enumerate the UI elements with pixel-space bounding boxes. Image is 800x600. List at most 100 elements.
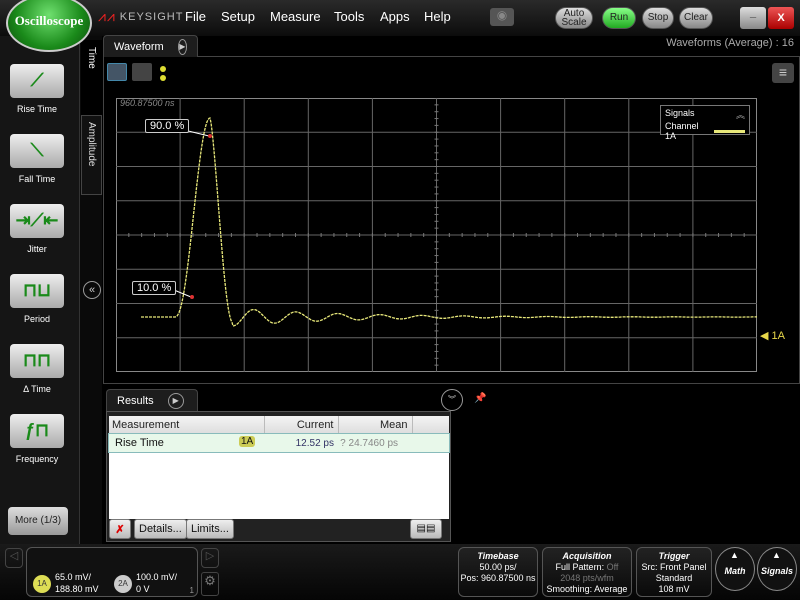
- channel-2a-chip[interactable]: 2A: [114, 575, 132, 593]
- clear-button[interactable]: Clear: [679, 7, 713, 29]
- timebase-position: Pos: 960.87500 ns: [460, 573, 536, 583]
- scroll-right-icon[interactable]: ▷: [201, 548, 219, 568]
- split-grid-view-icon[interactable]: [132, 63, 152, 81]
- delta-time-icon[interactable]: ⊓⊓: [10, 344, 64, 378]
- timebase-title: Timebase: [477, 551, 519, 561]
- column-current[interactable]: Current: [264, 416, 339, 434]
- menu-measure[interactable]: Measure: [270, 9, 321, 24]
- run-button[interactable]: Run: [602, 7, 636, 29]
- jitter-icon[interactable]: ⇥⟋⇤: [10, 204, 64, 238]
- tab-results[interactable]: Results ▶: [106, 389, 198, 411]
- sidebar-item-label: Rise Time: [16, 104, 57, 114]
- channel-1a-trace: [141, 117, 757, 327]
- menu-tools[interactable]: Tools: [334, 9, 365, 24]
- marker-10-pointer: [173, 289, 192, 298]
- play-icon[interactable]: ▶: [167, 392, 184, 409]
- collapse-sidebar-icon[interactable]: «: [83, 281, 101, 299]
- acquisition-title: Acquisition: [562, 551, 612, 561]
- sidebar-item-label: Jitter: [27, 244, 47, 254]
- menu-apps[interactable]: Apps: [380, 9, 410, 24]
- marker-90-point: [208, 134, 212, 138]
- details-button[interactable]: Details...: [134, 519, 187, 539]
- brand-name: KEYSIGHT: [119, 10, 184, 23]
- trigger-level: 108 mV: [658, 584, 690, 594]
- legend-swatch: [714, 129, 745, 133]
- acq-smoothing: Smoothing: Average: [546, 584, 628, 594]
- trigger-source: Src: Front Panel: [641, 562, 707, 572]
- acquisition-box[interactable]: Acquisition Full Pattern: Off 2048 pts/wfm…: [542, 547, 632, 597]
- menu-setup[interactable]: Setup: [221, 9, 255, 24]
- tab-waveform[interactable]: Waveform ▶: [103, 35, 198, 57]
- results-table: Measurement Current Mean Rise Time 1A 12.…: [108, 416, 450, 453]
- rise-time-icon[interactable]: ⟋: [10, 64, 64, 98]
- measurement-name: Rise Time: [115, 437, 164, 449]
- ch1-scale: 65.0 mV/: [55, 572, 92, 582]
- math-label: Math: [724, 566, 746, 576]
- close-button[interactable]: X: [768, 7, 794, 29]
- hamburger-menu-icon[interactable]: ≡: [772, 63, 794, 83]
- marker-10-point: [190, 295, 194, 299]
- trigger-title: Trigger: [658, 551, 690, 561]
- channel-panel[interactable]: 1A 65.0 mV/188.80 mV 2A 100.0 mV/0 V 1: [26, 547, 198, 597]
- menu-file[interactable]: File: [185, 9, 206, 24]
- more-button[interactable]: More (1/3): [8, 507, 68, 535]
- auto-scale-button[interactable]: Auto Scale: [555, 7, 593, 29]
- camera-icon[interactable]: ◉: [490, 8, 514, 26]
- delete-measurement-button[interactable]: ✗: [109, 519, 131, 539]
- waveform-plot[interactable]: [116, 98, 757, 372]
- channel-marker-label: 1A: [771, 330, 785, 342]
- channel-1a-settings[interactable]: 65.0 mV/188.80 mV: [55, 571, 99, 595]
- channel-2a-settings[interactable]: 100.0 mV/0 V: [136, 571, 177, 595]
- timebase-scale: 50.00 ps/: [479, 562, 517, 572]
- frequency-icon[interactable]: ƒ⊓: [10, 414, 64, 448]
- pin-icon[interactable]: 📌: [474, 393, 487, 404]
- sidebar-item-label: Frequency: [15, 454, 59, 464]
- gear-icon[interactable]: ⚙: [201, 572, 219, 596]
- signals-legend: Signals ︽ Channel 1A: [660, 105, 750, 141]
- fall-time-icon[interactable]: ⟍: [10, 134, 64, 168]
- minimize-button[interactable]: _: [740, 7, 766, 29]
- column-extra: [412, 416, 449, 434]
- scroll-left-icon[interactable]: ◁: [5, 548, 23, 568]
- acq-pattern: Full Pattern:: [555, 562, 605, 572]
- trigger-mode: Standard: [655, 573, 693, 583]
- trigger-box[interactable]: Trigger Src: Front Panel Standard 108 mV: [636, 547, 712, 597]
- marker-10-label: 10.0 %: [132, 281, 177, 295]
- menu-help[interactable]: Help: [424, 9, 451, 24]
- waveform-graticule: [116, 98, 757, 372]
- tab-time[interactable]: Time: [81, 40, 102, 115]
- time-position-label: 960.87500 ns: [120, 98, 175, 108]
- keysight-logo: ⩘⩘ KEYSIGHT: [98, 8, 183, 25]
- acq-points: 2048 pts/wfm: [560, 573, 614, 583]
- column-measurement[interactable]: Measurement: [109, 416, 265, 434]
- column-mean[interactable]: Mean: [338, 416, 413, 434]
- channel-1a-chip[interactable]: 1A: [33, 575, 51, 593]
- oscilloscope-button[interactable]: Oscilloscope: [6, 0, 92, 52]
- stop-button[interactable]: Stop: [642, 7, 674, 29]
- results-panel: Measurement Current Mean Rise Time 1A 12.…: [106, 411, 451, 542]
- tab-amplitude[interactable]: Amplitude: [81, 115, 102, 195]
- up-arrow-icon: ▲: [730, 550, 739, 560]
- table-row[interactable]: Rise Time 1A 12.52 ps ? 24.7460 ps: [108, 433, 450, 453]
- channel-dot-icon: [160, 66, 166, 72]
- math-button[interactable]: ▲ Math: [715, 547, 755, 591]
- results-tab-label: Results: [117, 394, 154, 407]
- waveform-status: Waveforms (Average) : 16: [666, 37, 794, 49]
- limits-button[interactable]: Limits...: [186, 519, 234, 539]
- channel-dot-icon: [160, 75, 166, 81]
- timebase-box[interactable]: Timebase 50.00 ps/Pos: 960.87500 ns: [458, 547, 538, 597]
- period-icon[interactable]: ⊓⊔: [10, 274, 64, 308]
- acq-pattern-value: Off: [606, 562, 619, 572]
- legend-channel: Channel 1A: [665, 121, 699, 141]
- ch2-offset: 0 V: [136, 584, 150, 594]
- collapse-results-icon[interactable]: ︾: [441, 389, 463, 411]
- sidebar-item-label: Δ Time: [23, 384, 51, 394]
- play-icon[interactable]: ▶: [177, 38, 187, 55]
- keysight-wave-icon: ⩘⩘: [98, 8, 116, 24]
- channel-1a-ground-marker[interactable]: ◀ 1A: [760, 330, 785, 342]
- signals-button[interactable]: ▲ Signals: [757, 547, 797, 591]
- single-grid-view-icon[interactable]: [107, 63, 127, 81]
- collapse-legend-icon[interactable]: ︽: [735, 110, 745, 120]
- ch2-scale: 100.0 mV/: [136, 572, 178, 582]
- table-layout-icon[interactable]: ▤▤: [410, 519, 442, 539]
